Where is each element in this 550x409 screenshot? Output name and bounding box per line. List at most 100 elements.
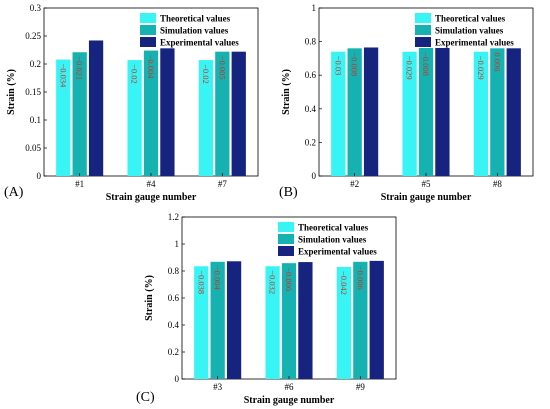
data-label: −0.029: [476, 56, 486, 80]
bar-experimental: [506, 48, 521, 176]
y-tick-label: 0.2: [30, 59, 41, 69]
y-axis-label: Strain (%): [6, 69, 17, 115]
y-tick-label: 0.25: [25, 31, 41, 41]
bar-simulation: [418, 47, 434, 176]
legend-label-simulation: Simulation values: [160, 26, 229, 36]
chart-panel-b: 0 0.2 0.4 0.6 0.8 1 −0.03 −0.008 #2 −0.029 −0.008 #…: [275, 0, 550, 205]
data-label: −0.006: [355, 266, 365, 290]
x-tick-label: #6: [285, 382, 295, 392]
data-label: −0.029: [405, 56, 415, 80]
x-tick-label: #4: [147, 179, 157, 189]
legend-label-theoretical: Theoretical values: [435, 14, 506, 24]
bar-simulation: [210, 261, 225, 379]
panel-label: (B): [279, 185, 298, 200]
y-tick-label: 0: [37, 171, 42, 181]
legend-swatch-theoretical: [415, 13, 431, 23]
legend-label-experimental: Experimental values: [160, 38, 239, 48]
y-tick-label: 0.4: [168, 320, 180, 330]
legend-label-experimental: Experimental values: [435, 38, 514, 48]
y-tick-label: 0.2: [305, 137, 316, 147]
legend-swatch-simulation: [415, 25, 431, 35]
legend-label-theoretical: Theoretical values: [160, 14, 231, 24]
data-label: −0.006: [284, 267, 294, 291]
data-label: −0.021: [75, 56, 85, 80]
bar-experimental: [435, 47, 450, 176]
chart-svg-a: 0 0.05 0.1 0.15 0.2 0.25 0.3 −0.034 −0.021 #1 −0.0…: [4, 3, 259, 203]
bar-theoretical: [336, 266, 352, 379]
x-tick-label: #8: [493, 179, 503, 189]
data-label: −0.02: [130, 64, 140, 84]
bar-experimental: [226, 261, 242, 379]
data-label: −0.005: [217, 56, 227, 80]
chart-svg-c: 0 0.2 0.4 0.6 0.8 1 1.2 −0.038 −0.004 #3 −0.032 −0.…: [136, 212, 397, 406]
x-tick-label: #3: [213, 382, 223, 392]
y-tick-label: 0.2: [168, 347, 179, 357]
legend-swatch-experimental: [278, 246, 294, 256]
x-axis-label: Strain gauge number: [381, 192, 472, 203]
y-tick-label: 0: [312, 171, 317, 181]
panel-label: (C): [136, 390, 155, 405]
x-tick-label: #1: [75, 179, 84, 189]
data-label: −0.032: [268, 270, 278, 294]
data-label: −0.008: [421, 52, 431, 76]
data-label: −0.03: [333, 56, 343, 76]
x-tick-label: #2: [350, 179, 359, 189]
bar-experimental: [298, 262, 313, 379]
legend-label-simulation: Simulation values: [298, 235, 367, 245]
y-tick-label: 0.1: [30, 115, 41, 125]
bar-simulation: [353, 261, 368, 379]
y-tick-label: 1.2: [168, 212, 179, 222]
data-label: −0.008: [350, 52, 360, 76]
y-tick-label: 0.6: [305, 70, 317, 80]
legend-swatch-simulation: [140, 25, 156, 35]
y-tick-label: 0.4: [305, 104, 317, 114]
y-tick-label: 1: [175, 239, 180, 249]
y-tick-label: 0.8: [168, 266, 180, 276]
legend-swatch-experimental: [140, 37, 156, 47]
bar-experimental: [88, 40, 104, 177]
bar-simulation: [215, 51, 230, 176]
bar-experimental: [363, 47, 379, 177]
chart-svg-b: 0 0.2 0.4 0.6 0.8 1 −0.03 −0.008 #2 −0.029 −0.008 #…: [279, 3, 534, 203]
legend-swatch-experimental: [415, 37, 431, 47]
y-axis-label: Strain (%): [281, 69, 292, 115]
bar-simulation: [347, 48, 362, 176]
y-tick-label: 0.6: [168, 293, 180, 303]
chart-panel-a: 0 0.05 0.1 0.15 0.2 0.25 0.3 −0.034 −0.021 #1 −0.0…: [0, 0, 275, 205]
legend-swatch-theoretical: [140, 13, 156, 23]
bar-theoretical: [198, 60, 214, 176]
bar-theoretical: [56, 59, 71, 176]
data-label: −0.042: [339, 271, 349, 295]
x-axis-label: Strain gauge number: [244, 395, 335, 406]
x-tick-label: #9: [356, 382, 366, 392]
bar-theoretical: [127, 60, 142, 176]
legend-swatch-theoretical: [278, 222, 294, 232]
data-label: −0.02: [201, 64, 211, 84]
data-label: −0.038: [196, 270, 206, 294]
legend-label-experimental: Experimental values: [298, 247, 377, 257]
bar-experimental: [369, 260, 384, 379]
bar-theoretical: [331, 51, 346, 176]
bar-simulation: [281, 263, 297, 379]
data-label: −0.004: [213, 266, 223, 291]
legend-swatch-simulation: [278, 234, 294, 244]
data-label: 0.006: [492, 52, 502, 71]
bar-theoretical: [402, 51, 417, 176]
x-tick-label: #5: [422, 179, 432, 189]
bar-experimental: [160, 48, 175, 176]
bar-theoretical: [194, 266, 209, 379]
bar-simulation: [490, 48, 505, 176]
bar-theoretical: [473, 51, 489, 176]
y-tick-label: 0.15: [25, 87, 41, 97]
y-tick-label: 1: [312, 3, 317, 13]
x-axis-label: Strain gauge number: [106, 192, 197, 203]
legend-label-theoretical: Theoretical values: [298, 223, 369, 233]
bar-experimental: [231, 51, 246, 176]
chart-panel-c: 0 0.2 0.4 0.6 0.8 1 1.2 −0.038 −0.004 #3 −0.032 −0.…: [136, 205, 413, 409]
bar-simulation: [143, 50, 159, 177]
data-label: −0.004: [146, 55, 156, 80]
legend-label-simulation: Simulation values: [435, 26, 504, 36]
data-label: −0.034: [58, 64, 68, 89]
bar-theoretical: [265, 266, 280, 379]
panel-label: (A): [4, 185, 24, 200]
